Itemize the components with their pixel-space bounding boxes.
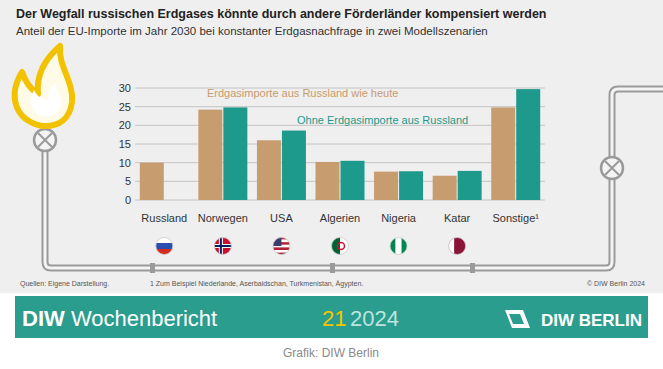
bar [165,200,189,201]
grid-line [135,106,545,107]
flag-part [448,237,466,255]
flag [272,237,290,255]
flag-part [214,237,232,255]
bar [433,176,457,200]
flame-core [31,82,61,116]
pipe-joint [150,263,155,273]
grid-line [135,162,545,163]
bars [140,89,540,200]
flag [448,237,466,255]
valve-cross [605,161,619,175]
legend: Erdgasimporte aus Russland wie heute Ohne… [207,87,468,126]
valve-cross [38,133,52,147]
issue: 21 [322,306,346,331]
grid-line [135,144,545,145]
title: Der Wegfall russischen Erdgases könnte d… [16,7,546,21]
caption: Grafik: DIW Berlin [283,346,379,360]
y-axis: 0 5 10 15 20 25 30 [119,82,545,206]
x-tick-label: USA [270,212,293,224]
pipe [45,89,663,268]
flag-border [390,238,407,255]
bar [223,107,247,200]
logo: DIW BERLIN [541,311,642,330]
flag-part [396,237,402,255]
banner [15,296,648,338]
pipe-joint [470,263,475,273]
flag-part [155,243,173,249]
bar [316,162,340,200]
y-tick-label: 25 [119,101,131,113]
x-tick-label: Russland [141,212,187,224]
publication-part: DIW [22,306,65,331]
decoration [15,46,663,273]
year: 2024 [350,306,399,331]
y-tick-label: 20 [119,119,131,131]
subtitle: Anteil der EU-Importe im Jahr 2030 bei k… [16,25,488,37]
flag-part [331,237,340,255]
bar [374,172,398,200]
y-tick-label: 30 [119,82,131,94]
flag-part [338,243,345,250]
y-tick-label: 5 [125,175,131,187]
source: Quellen: Eigene Darstellung. [20,280,109,288]
x-tick-label: Sonstige¹ [492,212,539,224]
publication-part: Wochenbericht [65,306,217,331]
pipe-inner [45,89,663,268]
flame [15,46,72,126]
legend-entry: Erdgasimporte aus Russland wie heute [207,87,398,99]
flag-part [272,247,290,250]
y-tick-label: 10 [119,157,131,169]
y-tick-label: 15 [119,138,131,150]
x-axis: Russland Norwegen USA Algerien Nigeria Katar S… [141,212,539,255]
bar [399,171,423,200]
copyright: © DIW Berlin 2024 [587,280,645,287]
x-tick-label: Algerien [320,212,360,224]
valve [34,129,56,151]
footnote: 1 Zum Beispiel Niederlande, Aserbaidscha… [150,280,363,288]
x-tick-label: Nigeria [381,212,417,224]
flag [214,237,232,255]
bar [257,140,281,200]
flag-border [214,238,231,255]
x-tick-label: Katar [444,212,471,224]
logo-icon [505,310,530,328]
flag-border [273,238,290,255]
pipe-joint [330,263,335,273]
flag [390,237,408,255]
valve [601,157,623,179]
bar [341,161,365,200]
publication: DIW Wochenbericht [22,306,217,331]
bar [140,163,164,200]
legend-entry: Ohne Erdgasimporte aus Russland [297,114,468,126]
flag [155,237,173,255]
bar [198,110,222,200]
y-tick-label: 0 [125,194,131,206]
bar [491,107,515,200]
flag-border [449,238,466,255]
flag-part [214,245,232,247]
flag-border [156,238,173,255]
x-tick-label: Norwegen [198,212,248,224]
bar [516,89,540,200]
grid-line [135,181,545,182]
bar [458,171,482,200]
page-background [0,293,663,369]
flag-border [332,238,349,255]
chart-root: Der Wegfall russischen Erdgases könnte d… [0,0,663,369]
flag-part [214,244,232,248]
flag [331,237,349,255]
bar [282,131,306,200]
panel-background [0,0,663,293]
grid-line [135,200,545,201]
